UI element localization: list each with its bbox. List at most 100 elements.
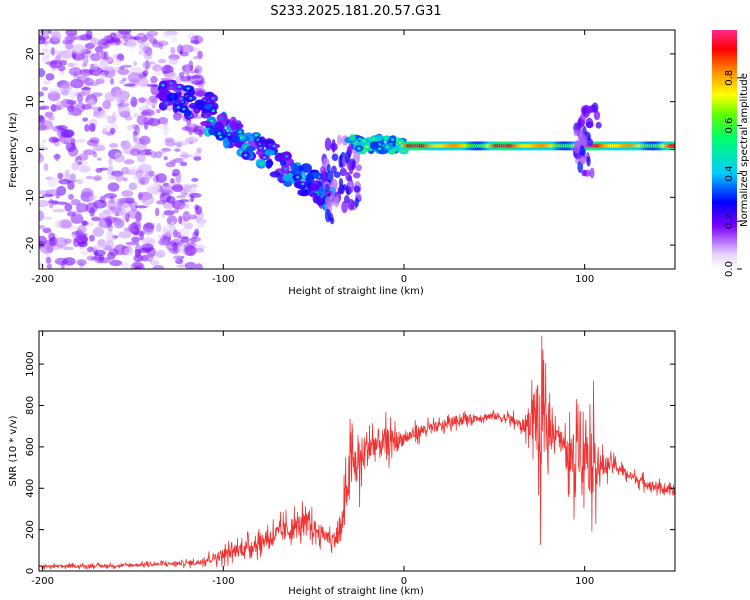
colorbar-tick-label: 0.0 bbox=[724, 261, 735, 277]
heatmap-cell-core bbox=[296, 175, 300, 179]
heatmap-cell-core bbox=[209, 119, 214, 123]
heatmap-cell-core bbox=[301, 182, 305, 186]
heatmap-cell bbox=[60, 98, 74, 108]
heatmap-cell bbox=[65, 35, 76, 42]
heatmap-cell bbox=[109, 259, 123, 267]
heatmap-cell bbox=[82, 69, 94, 74]
heatmap-cell bbox=[67, 193, 75, 200]
heatmap-cell bbox=[186, 118, 192, 126]
heatmap-cell bbox=[123, 83, 136, 87]
heatmap-cell bbox=[179, 199, 189, 203]
heatmap-cell bbox=[144, 98, 150, 109]
heatmap-cell bbox=[169, 159, 177, 165]
heatmap-cell bbox=[170, 221, 175, 230]
heatmap-cell bbox=[189, 70, 198, 74]
heatmap-cell bbox=[95, 224, 103, 235]
heatmap-cell bbox=[117, 68, 130, 75]
heatmap-cell bbox=[308, 185, 317, 192]
heatmap-cell bbox=[191, 177, 199, 182]
y-tick-label: 200 bbox=[25, 520, 36, 539]
heatmap-cell-core bbox=[239, 136, 244, 139]
heatmap-cell bbox=[168, 57, 179, 65]
heatmap-cell bbox=[41, 86, 49, 91]
heatmap-cell bbox=[130, 165, 138, 173]
heatmap-cell bbox=[105, 239, 114, 250]
heatmap-cell bbox=[133, 112, 140, 118]
heatmap-cell bbox=[190, 40, 200, 44]
heatmap-cell bbox=[82, 220, 89, 226]
heatmap-cell bbox=[316, 197, 325, 206]
heatmap-cell bbox=[100, 50, 107, 61]
heatmap-cell bbox=[154, 151, 163, 159]
heatmap-cell-core bbox=[365, 145, 369, 149]
heatmap-cell bbox=[51, 138, 61, 142]
heatmap-cell bbox=[40, 57, 50, 64]
heatmap-cell bbox=[68, 89, 76, 100]
colorbar-label: Normalized spectral amplitude bbox=[739, 73, 750, 227]
heatmap-cell bbox=[165, 229, 173, 238]
heatmap-cell bbox=[108, 157, 113, 166]
heatmap-cell bbox=[184, 109, 192, 117]
heatmap-region-5 bbox=[344, 133, 409, 155]
heatmap-cell bbox=[164, 140, 177, 147]
heatmap-cell bbox=[164, 64, 171, 71]
heatmap-cell bbox=[81, 103, 92, 110]
heatmap-cell bbox=[188, 135, 198, 143]
heatmap-cell bbox=[188, 75, 201, 79]
heatmap-cell bbox=[114, 66, 120, 72]
heatmap-cell bbox=[344, 195, 350, 204]
x-tick-label: 100 bbox=[575, 274, 594, 285]
heatmap-cell bbox=[42, 80, 51, 85]
heatmap-cell bbox=[309, 192, 318, 198]
heatmap-cell bbox=[85, 202, 98, 213]
spectrogram-marks bbox=[39, 30, 675, 269]
heatmap-cell bbox=[129, 200, 138, 212]
heatmap-cell bbox=[39, 142, 44, 147]
heatmap-cell bbox=[163, 156, 168, 161]
heatmap-cell bbox=[107, 182, 120, 192]
heatmap-cell bbox=[70, 199, 81, 206]
heatmap-cell bbox=[75, 138, 87, 143]
heatmap-cell-core bbox=[254, 133, 258, 137]
heatmap-cell bbox=[330, 178, 338, 191]
heatmap-cell bbox=[150, 150, 157, 159]
snr-frame bbox=[38, 330, 676, 572]
heatmap-cell bbox=[201, 108, 211, 114]
heatmap-cell bbox=[159, 184, 173, 194]
heatmap-cell bbox=[104, 216, 116, 224]
y-tick-label: -20 bbox=[25, 237, 36, 253]
colorbar-tick-label: 0.6 bbox=[724, 118, 735, 134]
heatmap-cell bbox=[39, 242, 53, 254]
heatmap-cell bbox=[166, 215, 178, 226]
heatmap-cell bbox=[39, 115, 46, 125]
heatmap-cell bbox=[58, 219, 72, 229]
heatmap-cell bbox=[345, 171, 351, 182]
heatmap-cell bbox=[105, 231, 115, 243]
heatmap-cell bbox=[176, 264, 188, 268]
heatmap-cell bbox=[172, 245, 179, 255]
heatmap-cell bbox=[42, 216, 53, 220]
heatmap-cell bbox=[127, 209, 141, 219]
heatmap-cell bbox=[117, 102, 130, 107]
heatmap-cell bbox=[191, 80, 204, 85]
heatmap-cell bbox=[85, 30, 93, 40]
heatmap-cell bbox=[123, 227, 136, 232]
heatmap-cell bbox=[193, 156, 202, 161]
heatmap-cell bbox=[141, 243, 154, 252]
heatmap-cell-core bbox=[372, 138, 376, 141]
heatmap-cell bbox=[90, 37, 99, 46]
y-tick-label: 0 bbox=[25, 146, 36, 152]
heatmap-cell bbox=[163, 119, 168, 127]
heatmap-cell bbox=[276, 152, 283, 159]
heatmap-cell bbox=[194, 204, 199, 211]
heatmap-cell bbox=[151, 104, 156, 109]
heatmap-cell bbox=[305, 173, 315, 184]
heatmap-cell bbox=[76, 259, 87, 266]
heatmap-cell bbox=[131, 236, 141, 243]
heatmap-cell bbox=[125, 241, 140, 246]
heatmap-cell bbox=[130, 96, 138, 108]
heatmap-cell bbox=[126, 125, 133, 131]
heatmap-cell bbox=[179, 154, 193, 158]
heatmap-cell bbox=[171, 36, 177, 43]
